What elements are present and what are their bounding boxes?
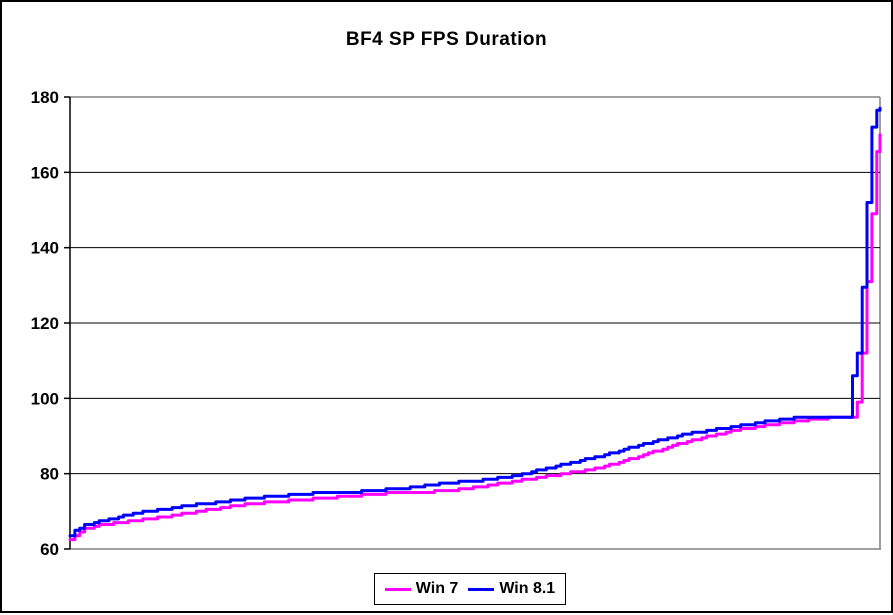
series-line-win-8-1 — [68, 106, 882, 538]
y-axis-tick-label-120: 120 — [31, 314, 59, 333]
legend-label-win-7: Win 7 — [415, 580, 459, 597]
y-axis-tick-label-180: 180 — [31, 88, 59, 107]
legend-item-win-8-1: Win 8.1 — [468, 580, 555, 598]
legend-label-win-8-1: Win 8.1 — [499, 580, 556, 597]
series-line-win-7 — [68, 133, 882, 542]
y-axis-tick-label-160: 160 — [31, 163, 59, 182]
legend: Win 7 Win 8.1 — [374, 573, 566, 605]
y-axis-tick-label-80: 80 — [40, 465, 59, 484]
legend-line-sample-win-7 — [384, 587, 411, 591]
chart-title: BF4 SP FPS Duration — [345, 29, 548, 50]
y-axis-tick-label-60: 60 — [40, 540, 59, 559]
y-axis-tick-label-100: 100 — [31, 389, 59, 408]
legend-line-sample-win-8-1 — [468, 587, 495, 591]
legend-item-win-7: Win 7 — [384, 580, 459, 598]
y-axis-tick-label-140: 140 — [31, 239, 59, 258]
